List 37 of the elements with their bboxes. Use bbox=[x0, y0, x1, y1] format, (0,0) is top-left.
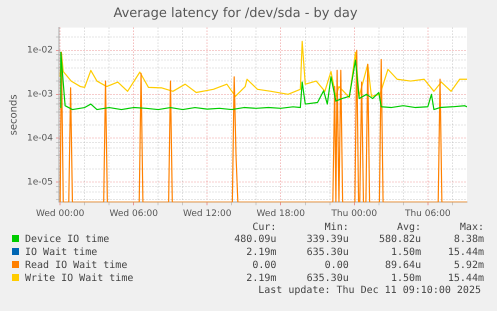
text: 635.30u bbox=[306, 246, 350, 259]
text: 8.38m bbox=[452, 233, 485, 246]
text: 2.19m bbox=[245, 246, 278, 259]
y-tick-label: 1e-03 bbox=[26, 90, 53, 100]
legend-label: IO Wait time bbox=[25, 247, 98, 258]
text: 635.30u bbox=[306, 272, 350, 285]
x-tick-label: Thu 06:00 bbox=[404, 208, 451, 219]
text: 480.09u bbox=[233, 233, 278, 246]
text: 89.64u bbox=[384, 259, 422, 272]
y-tick-label: 1e-04 bbox=[26, 134, 54, 144]
text: Cur: bbox=[251, 222, 278, 233]
text: 1.50m bbox=[390, 272, 422, 285]
y-tick-label: 1e-05 bbox=[26, 178, 53, 188]
text: 0.00 bbox=[324, 259, 350, 272]
x-tick-label: Wed 18:00 bbox=[256, 208, 306, 219]
legend-label: Write IO Wait time bbox=[25, 273, 134, 284]
y-axis-title: seconds bbox=[8, 94, 20, 136]
text: 580.82u bbox=[378, 233, 422, 246]
legend-label: Read IO Wait time bbox=[25, 260, 128, 271]
text: 1.50m bbox=[390, 246, 422, 259]
text: Min: bbox=[324, 222, 350, 233]
text: Last update: Thu Dec 11 09:10:00 2025 bbox=[257, 285, 482, 296]
x-tick-label: Wed 00:00 bbox=[36, 208, 85, 219]
y-tick-label: 1e-02 bbox=[26, 46, 53, 56]
text: 2.19m bbox=[245, 272, 278, 285]
text: Avg: bbox=[396, 222, 422, 233]
text: 15.44m bbox=[446, 272, 485, 285]
x-tick-label: Thu 00:00 bbox=[330, 208, 378, 219]
text: 0.00 bbox=[251, 259, 278, 272]
legend-label: Device IO time bbox=[25, 234, 110, 245]
x-tick-label: Wed 12:00 bbox=[183, 208, 232, 219]
text: 15.44m bbox=[446, 246, 485, 259]
text: 339.39u bbox=[306, 233, 350, 246]
chart-title: Average latency for /dev/sda - by day bbox=[113, 6, 358, 22]
x-tick-label: Wed 06:00 bbox=[109, 208, 158, 219]
text: Max: bbox=[458, 222, 485, 233]
text: 5.92m bbox=[452, 259, 485, 272]
